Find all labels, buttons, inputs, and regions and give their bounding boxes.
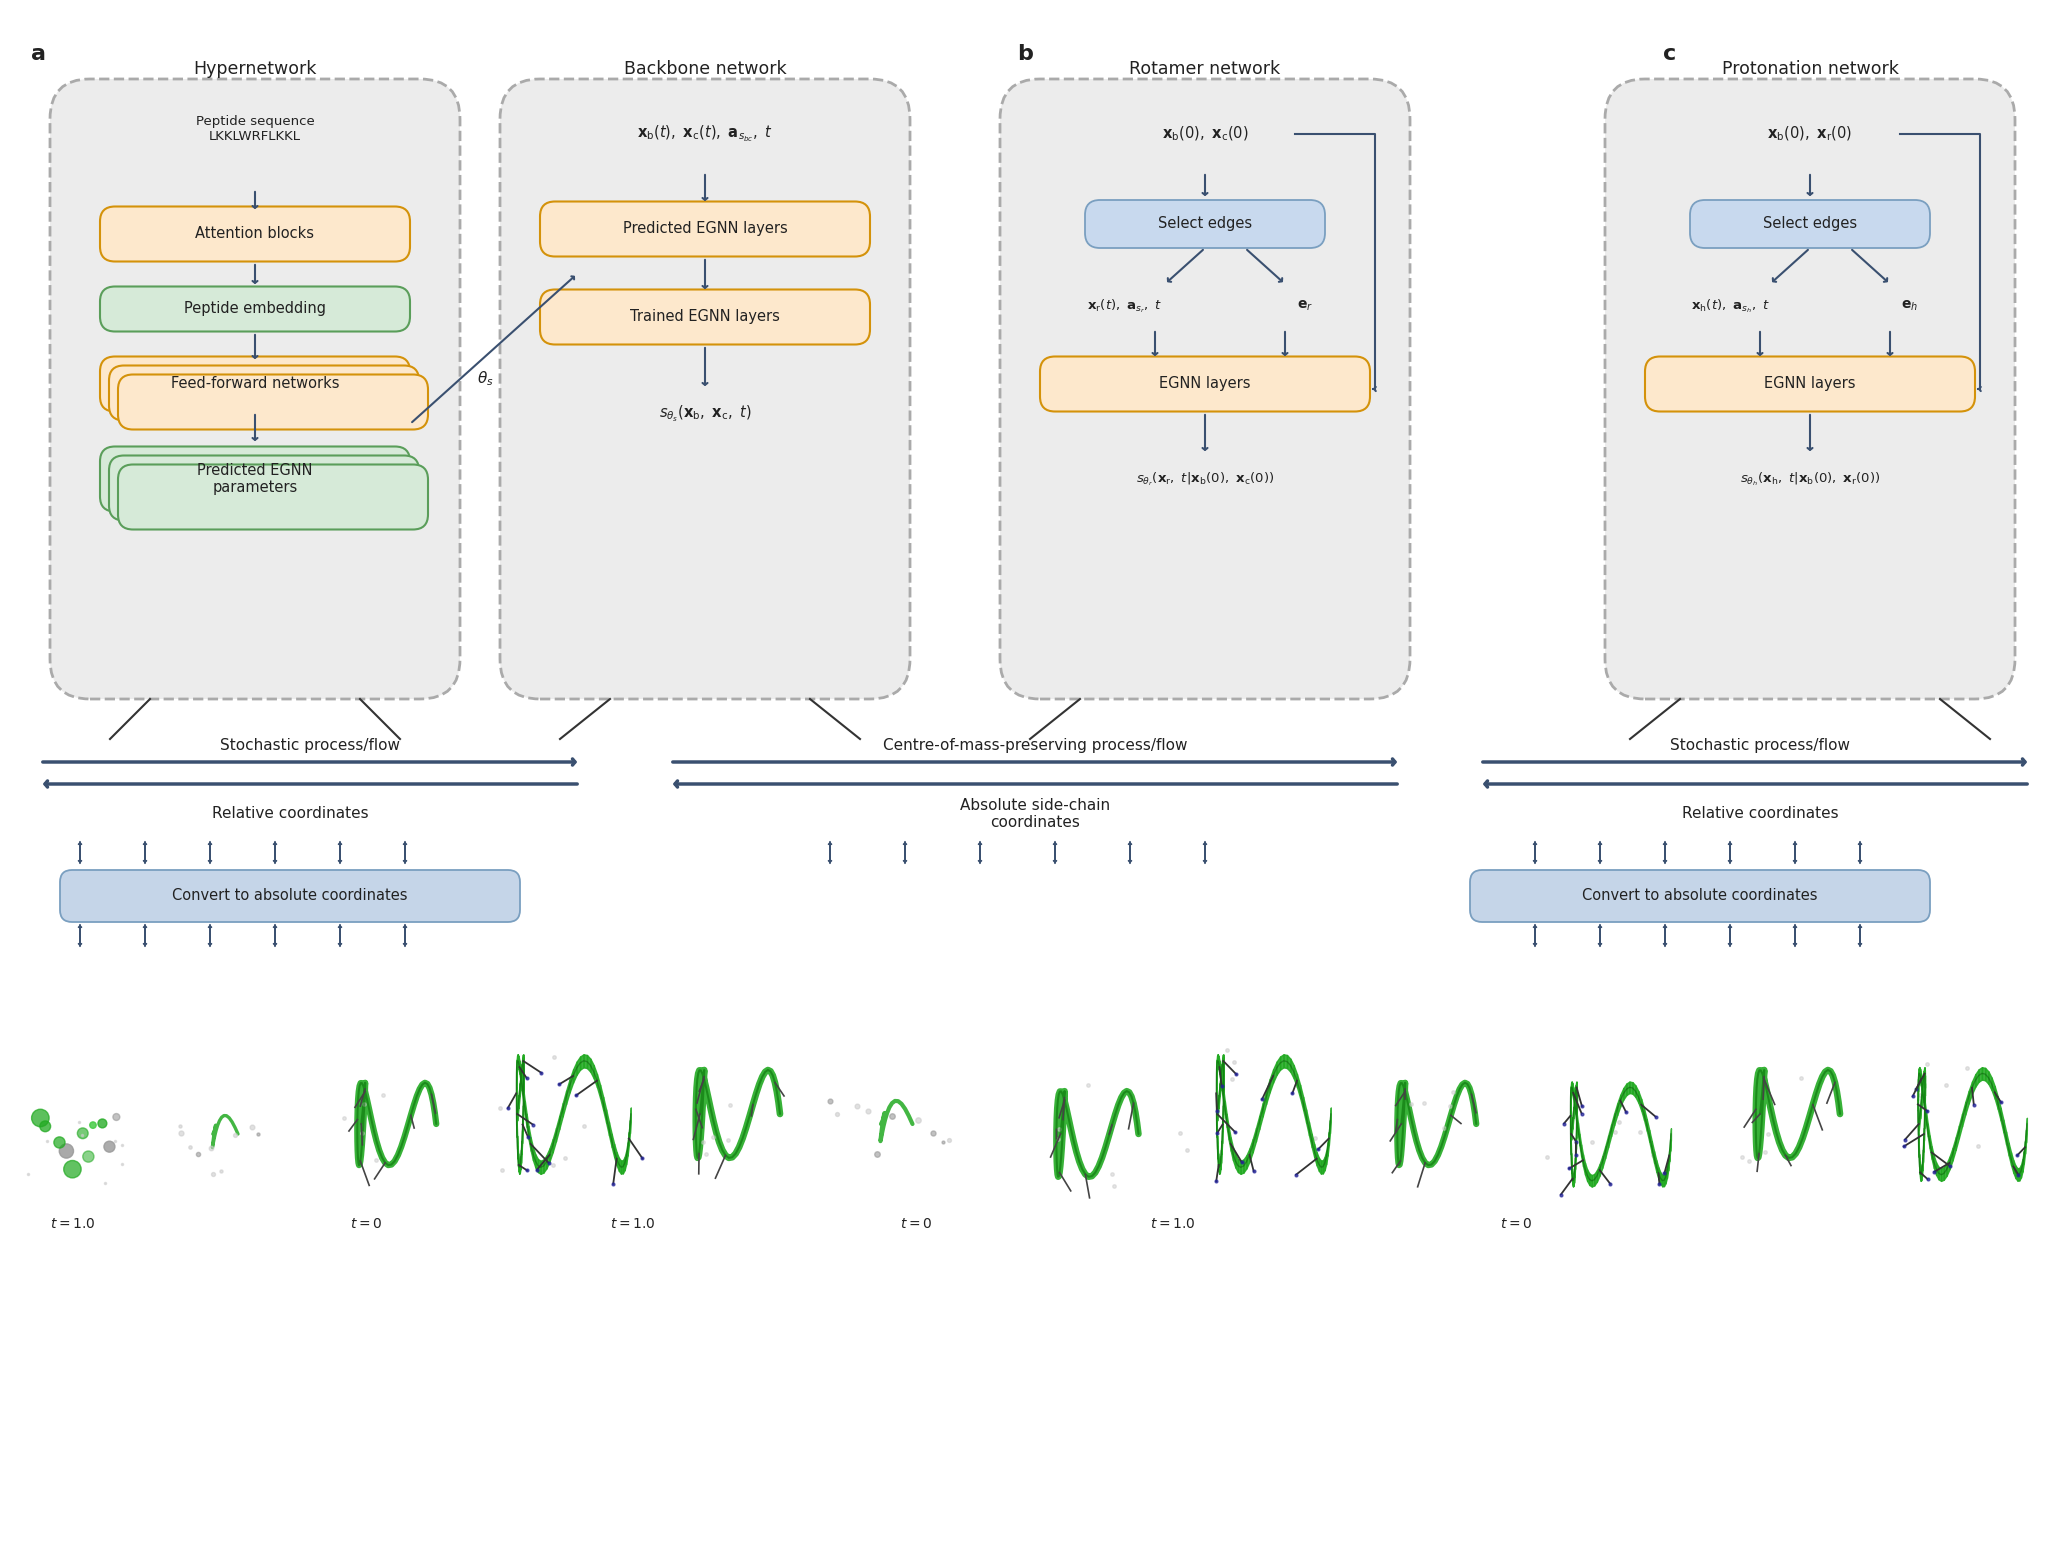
FancyBboxPatch shape (100, 207, 410, 261)
Text: Rotamer network: Rotamer network (1128, 60, 1280, 79)
Text: Predicted EGNN layers: Predicted EGNN layers (623, 221, 786, 236)
Text: Attention blocks: Attention blocks (195, 227, 315, 241)
Text: $t = 0$: $t = 0$ (350, 1217, 383, 1231)
Text: Peptide sequence
LKKLWRFLKKL: Peptide sequence LKKLWRFLKKL (197, 114, 315, 144)
Text: $\mathbf{e}_r$: $\mathbf{e}_r$ (1296, 300, 1313, 313)
Text: $\mathbf{x}_\mathrm{h}(t),\ \mathbf{a}_{s_h},\ t$: $\mathbf{x}_\mathrm{h}(t),\ \mathbf{a}_{… (1690, 296, 1769, 315)
Text: EGNN layers: EGNN layers (1763, 377, 1855, 392)
Text: Backbone network: Backbone network (625, 60, 786, 79)
Text: $\mathbf{x}_\mathrm{r}(t),\ \mathbf{a}_{s_r},\ t$: $\mathbf{x}_\mathrm{r}(t),\ \mathbf{a}_{… (1087, 296, 1163, 315)
Circle shape (63, 1161, 82, 1178)
FancyBboxPatch shape (59, 869, 520, 922)
Text: Centre-of-mass-preserving process/flow: Centre-of-mass-preserving process/flow (883, 738, 1188, 753)
Circle shape (31, 1109, 49, 1127)
Text: Trained EGNN layers: Trained EGNN layers (631, 309, 780, 324)
FancyBboxPatch shape (109, 455, 420, 520)
Circle shape (78, 1129, 88, 1138)
FancyBboxPatch shape (1085, 201, 1325, 249)
Text: Feed-forward networks: Feed-forward networks (170, 377, 340, 392)
Text: $t = 1.0$: $t = 1.0$ (49, 1217, 96, 1231)
Text: Stochastic process/flow: Stochastic process/flow (219, 738, 399, 753)
Text: $\mathbf{x}_\mathrm{b}(t),\ \mathbf{x}_\mathrm{c}(t),\ \mathbf{a}_{s_{bc}},\ t$: $\mathbf{x}_\mathrm{b}(t),\ \mathbf{x}_\… (637, 124, 772, 144)
Circle shape (113, 1113, 121, 1121)
FancyBboxPatch shape (1645, 357, 1974, 412)
Text: $t = 0$: $t = 0$ (1499, 1217, 1532, 1231)
Circle shape (59, 1144, 74, 1158)
Text: $s_{\theta_h}(\mathbf{x}_\mathrm{h},\ t|\mathbf{x}_\mathrm{b}(0),\ \mathbf{x}_\m: $s_{\theta_h}(\mathbf{x}_\mathrm{h},\ t|… (1739, 471, 1880, 488)
Text: Hypernetwork: Hypernetwork (193, 60, 317, 79)
Text: EGNN layers: EGNN layers (1159, 377, 1251, 392)
FancyBboxPatch shape (1470, 869, 1929, 922)
Text: Predicted EGNN
parameters: Predicted EGNN parameters (197, 463, 313, 496)
FancyBboxPatch shape (500, 79, 909, 699)
Circle shape (53, 1136, 66, 1149)
Text: $t = 0$: $t = 0$ (899, 1217, 932, 1231)
Text: $t = 1.0$: $t = 1.0$ (1151, 1217, 1196, 1231)
FancyBboxPatch shape (999, 79, 1409, 699)
Text: Convert to absolute coordinates: Convert to absolute coordinates (172, 888, 408, 903)
FancyBboxPatch shape (1606, 79, 2015, 699)
Text: Select edges: Select edges (1763, 216, 1858, 232)
Text: Protonation network: Protonation network (1722, 60, 1898, 79)
FancyBboxPatch shape (100, 446, 410, 511)
Circle shape (39, 1121, 51, 1132)
Text: c: c (1663, 43, 1677, 63)
FancyBboxPatch shape (109, 366, 420, 420)
Text: $s_{\theta_r}(\mathbf{x}_\mathrm{r},\ t|\mathbf{x}_\mathrm{b}(0),\ \mathbf{x}_\m: $s_{\theta_r}(\mathbf{x}_\mathrm{r},\ t|… (1137, 471, 1274, 488)
Text: $s_{\theta_s}(\mathbf{x}_\mathrm{b},\ \mathbf{x}_\mathrm{c},\ t)$: $s_{\theta_s}(\mathbf{x}_\mathrm{b},\ \m… (659, 403, 752, 425)
Text: Relative coordinates: Relative coordinates (211, 806, 369, 821)
Text: Convert to absolute coordinates: Convert to absolute coordinates (1583, 888, 1819, 903)
FancyBboxPatch shape (1690, 201, 1929, 249)
Text: $\mathbf{x}_\mathrm{b}(0),\ \mathbf{x}_\mathrm{r}(0)$: $\mathbf{x}_\mathrm{b}(0),\ \mathbf{x}_\… (1767, 125, 1853, 144)
Text: $t = 1.0$: $t = 1.0$ (610, 1217, 655, 1231)
Circle shape (90, 1122, 96, 1129)
Text: Stochastic process/flow: Stochastic process/flow (1669, 738, 1849, 753)
Text: Relative coordinates: Relative coordinates (1681, 806, 1839, 821)
FancyBboxPatch shape (119, 375, 428, 429)
FancyBboxPatch shape (541, 202, 870, 256)
Text: $\theta_s$: $\theta_s$ (477, 369, 494, 389)
Circle shape (104, 1141, 115, 1152)
Circle shape (98, 1119, 106, 1127)
Text: Peptide embedding: Peptide embedding (184, 301, 326, 317)
FancyBboxPatch shape (100, 287, 410, 332)
Text: $\mathbf{e}_h$: $\mathbf{e}_h$ (1901, 300, 1919, 313)
Text: Select edges: Select edges (1157, 216, 1251, 232)
FancyBboxPatch shape (119, 465, 428, 530)
FancyBboxPatch shape (100, 357, 410, 412)
Text: Absolute side-chain
coordinates: Absolute side-chain coordinates (961, 798, 1110, 831)
FancyBboxPatch shape (1040, 357, 1370, 412)
Circle shape (82, 1150, 94, 1163)
Text: a: a (31, 43, 45, 63)
FancyBboxPatch shape (541, 289, 870, 344)
FancyBboxPatch shape (49, 79, 461, 699)
Text: $\mathbf{x}_\mathrm{b}(0),\ \mathbf{x}_\mathrm{c}(0)$: $\mathbf{x}_\mathrm{b}(0),\ \mathbf{x}_\… (1161, 125, 1249, 144)
Text: b: b (1018, 43, 1032, 63)
